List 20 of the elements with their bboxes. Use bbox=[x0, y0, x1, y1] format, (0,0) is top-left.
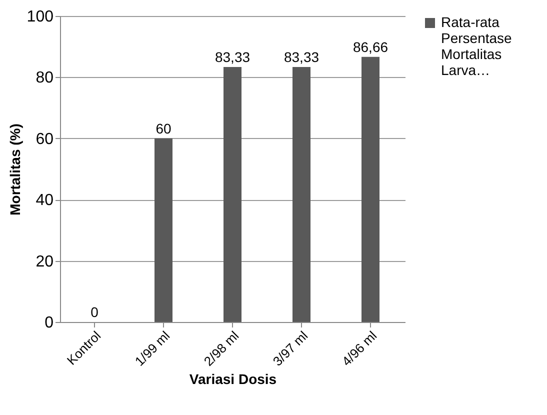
y-tick-label: 60 bbox=[36, 130, 54, 148]
x-axis-title: Variasi Dosis bbox=[189, 370, 277, 387]
bar bbox=[224, 67, 242, 322]
data-label: 60 bbox=[156, 120, 172, 136]
y-tick-label: 20 bbox=[36, 253, 54, 270]
bar bbox=[292, 67, 310, 322]
y-axis-title: Mortalitas (%) bbox=[6, 124, 23, 216]
x-tick-label: 4/96 ml bbox=[338, 328, 380, 369]
legend-label: Rata-rata Persentase Mortalitas Larva… bbox=[441, 14, 512, 78]
y-tick-label: 100 bbox=[26, 8, 54, 26]
y-tick-label: 40 bbox=[36, 192, 54, 210]
x-tick-label: 1/99 ml bbox=[132, 328, 173, 369]
bar bbox=[154, 138, 172, 322]
data-label: 86,66 bbox=[352, 38, 388, 55]
y-tick-label: 80 bbox=[36, 70, 54, 87]
data-label: 83,33 bbox=[284, 49, 320, 66]
data-label: 83,33 bbox=[214, 49, 250, 66]
bar bbox=[362, 56, 380, 322]
y-tick-label: 0 bbox=[44, 314, 54, 332]
data-label: 0 bbox=[90, 304, 99, 320]
